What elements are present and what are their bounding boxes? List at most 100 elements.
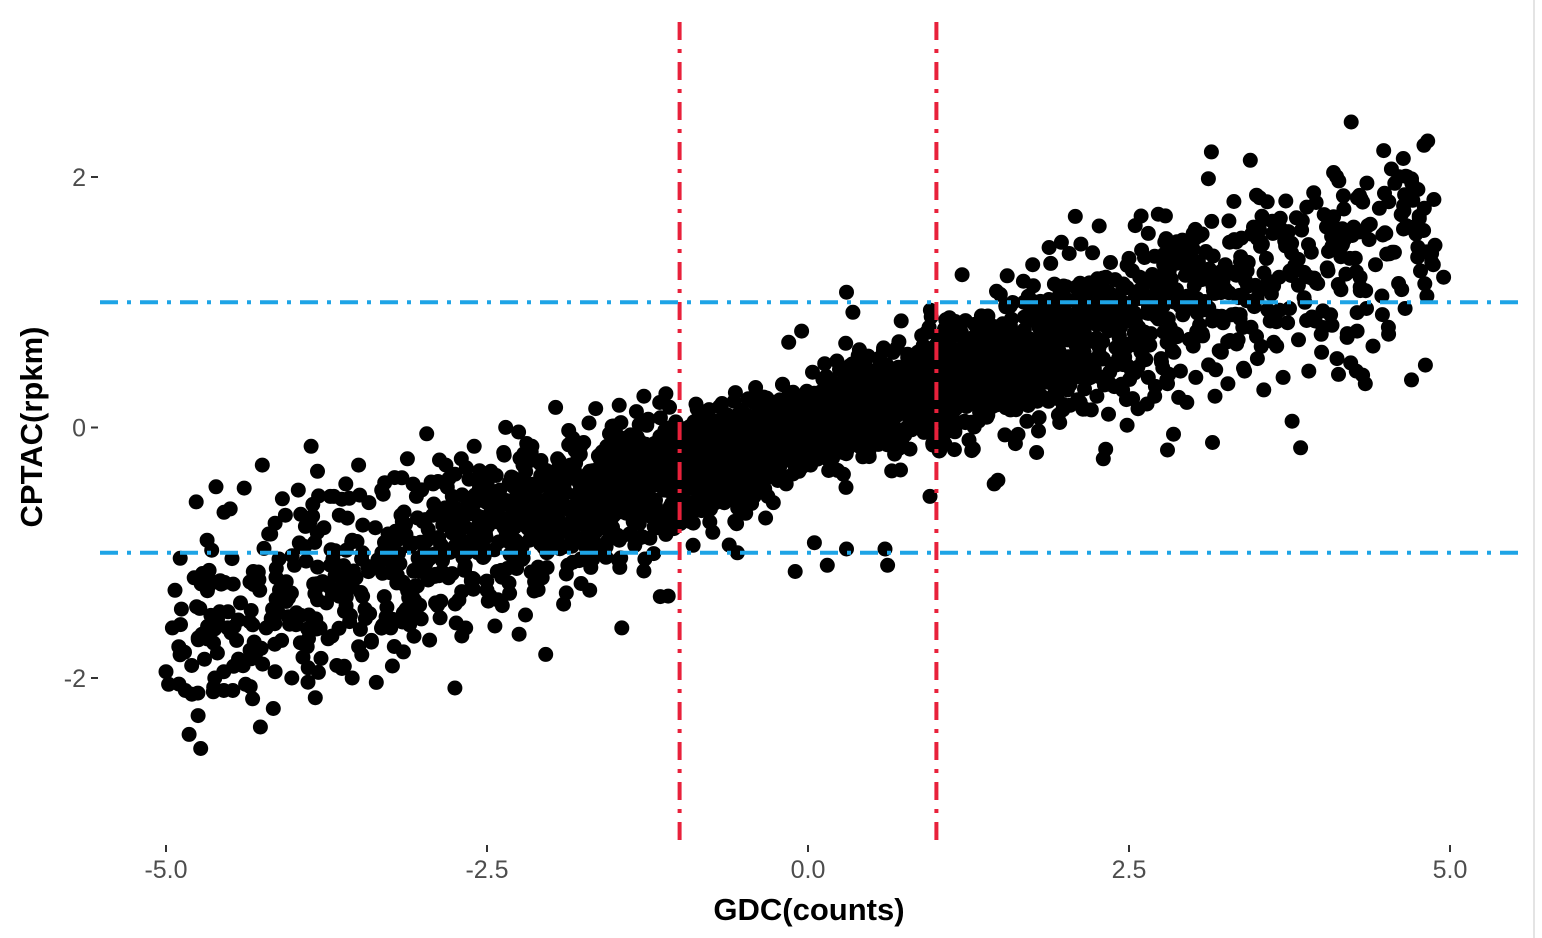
data-point xyxy=(352,621,368,637)
data-point xyxy=(998,400,1014,416)
data-point xyxy=(197,651,212,667)
data-point xyxy=(1010,332,1026,347)
data-point xyxy=(1404,372,1419,388)
data-point xyxy=(1352,224,1368,240)
data-point xyxy=(1001,375,1017,391)
data-point xyxy=(323,557,338,573)
data-point xyxy=(1304,309,1320,325)
data-point xyxy=(181,726,197,742)
data-point xyxy=(528,501,543,517)
data-point xyxy=(582,481,598,497)
data-point xyxy=(488,468,504,483)
data-point xyxy=(936,359,952,375)
data-point xyxy=(891,401,907,417)
data-point xyxy=(368,674,384,690)
data-point xyxy=(839,284,854,300)
data-point xyxy=(224,551,240,567)
data-point xyxy=(615,455,631,471)
data-point xyxy=(265,701,281,716)
data-point xyxy=(1284,245,1300,261)
data-point xyxy=(457,560,473,576)
data-point xyxy=(1166,426,1181,442)
data-point xyxy=(885,344,901,360)
data-point xyxy=(432,610,448,626)
data-point xyxy=(293,539,309,555)
data-point xyxy=(422,632,438,648)
data-point xyxy=(361,564,376,580)
data-point xyxy=(822,372,838,388)
x-tick-label: 5.0 xyxy=(1433,856,1468,884)
data-point xyxy=(274,491,290,507)
data-point xyxy=(419,426,435,442)
data-point xyxy=(406,628,422,644)
data-point xyxy=(1368,257,1383,273)
data-point xyxy=(1330,277,1346,292)
data-point xyxy=(1220,376,1236,392)
data-point xyxy=(1294,222,1310,238)
data-point xyxy=(1208,271,1224,287)
data-point xyxy=(1339,329,1355,345)
data-point xyxy=(873,403,889,419)
data-point xyxy=(1343,355,1359,371)
data-point xyxy=(757,439,773,455)
data-point xyxy=(902,441,918,457)
data-point xyxy=(1381,194,1397,210)
data-point xyxy=(997,427,1013,443)
y-axis-title: CPTAC(rpkm) xyxy=(14,327,49,528)
data-point xyxy=(303,438,319,454)
data-point xyxy=(555,539,571,555)
data-point xyxy=(1404,175,1420,191)
data-point xyxy=(1308,195,1324,210)
data-point xyxy=(1326,165,1342,180)
data-point xyxy=(242,679,258,695)
data-point xyxy=(682,419,698,435)
data-point xyxy=(1249,351,1265,367)
data-point xyxy=(267,515,283,531)
data-point xyxy=(1259,194,1275,210)
data-point xyxy=(1419,288,1435,304)
data-point xyxy=(1225,266,1241,281)
data-point xyxy=(881,415,897,430)
data-point xyxy=(622,477,638,492)
data-point xyxy=(964,443,980,459)
data-point xyxy=(270,605,286,621)
data-point xyxy=(1436,269,1452,285)
data-point xyxy=(646,546,662,562)
data-point xyxy=(582,582,598,598)
y-tick-label: 0 xyxy=(72,415,86,443)
data-point xyxy=(582,493,598,509)
data-point xyxy=(1313,326,1329,342)
data-point xyxy=(310,463,325,479)
data-point xyxy=(1076,359,1092,375)
data-point xyxy=(461,471,477,487)
data-point xyxy=(511,626,527,642)
data-point xyxy=(938,333,954,349)
data-point xyxy=(1374,288,1390,304)
data-point xyxy=(192,600,208,616)
data-point xyxy=(674,441,690,457)
data-point xyxy=(581,415,597,431)
data-point xyxy=(481,481,497,497)
data-point xyxy=(479,573,495,589)
data-point xyxy=(584,520,600,536)
data-point xyxy=(1190,305,1205,321)
data-point xyxy=(817,356,833,372)
data-point xyxy=(1186,257,1202,273)
data-point xyxy=(410,510,425,526)
data-point xyxy=(518,464,534,479)
data-point xyxy=(1347,250,1363,266)
data-point xyxy=(652,410,668,426)
data-point xyxy=(1036,297,1051,313)
data-point xyxy=(622,526,637,542)
data-point xyxy=(758,510,774,526)
data-point xyxy=(636,563,652,579)
data-point xyxy=(363,634,379,650)
data-point xyxy=(1308,275,1324,291)
data-point xyxy=(1211,343,1227,359)
data-point xyxy=(1253,338,1269,354)
data-point xyxy=(502,585,518,601)
data-point xyxy=(466,438,482,454)
data-point xyxy=(721,421,737,437)
data-point xyxy=(435,517,451,533)
data-point xyxy=(1277,233,1293,249)
